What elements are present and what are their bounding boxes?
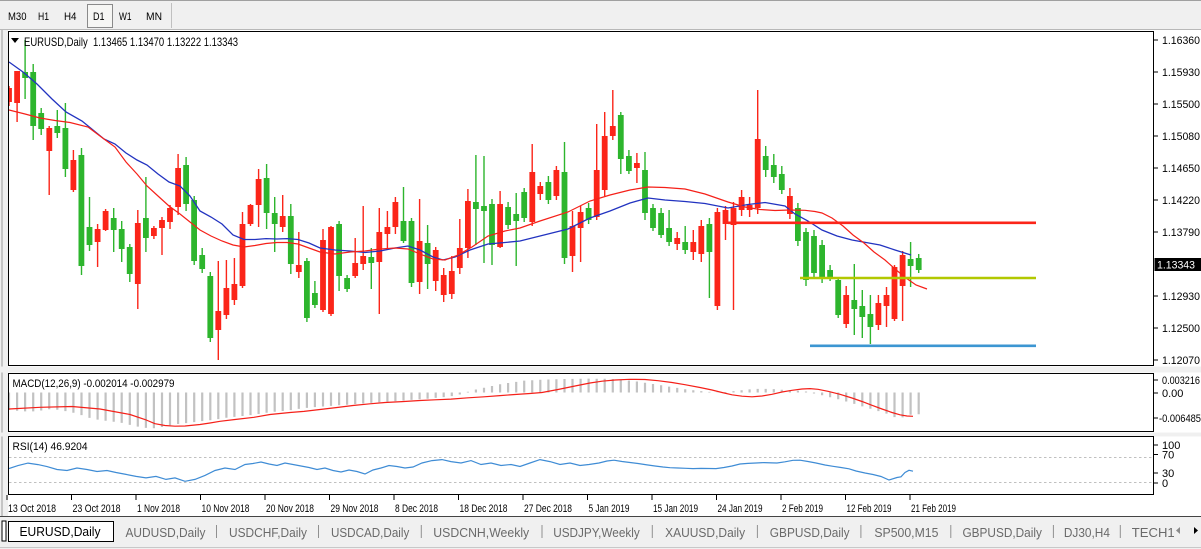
svg-text:D1: D1 — [93, 11, 105, 23]
svg-text:1.16360: 1.16360 — [1162, 35, 1200, 47]
svg-text:20 Nov 2018: 20 Nov 2018 — [266, 503, 314, 515]
svg-text:XAUUSD,Daily: XAUUSD,Daily — [665, 525, 745, 540]
svg-text:SP500,M15: SP500,M15 — [874, 525, 938, 540]
svg-text:RSI(14) 46.9204: RSI(14) 46.9204 — [13, 441, 88, 453]
svg-text:1.14650: 1.14650 — [1162, 163, 1200, 175]
svg-text:18 Dec 2018: 18 Dec 2018 — [460, 503, 508, 515]
svg-text:0: 0 — [1162, 478, 1168, 490]
svg-text:1.12070: 1.12070 — [1162, 355, 1200, 367]
svg-text:MN: MN — [146, 11, 162, 23]
svg-text:MACD(12,26,9) -0.002014 -0.002: MACD(12,26,9) -0.002014 -0.002979 — [13, 378, 175, 390]
svg-text:GBPUSD,Daily: GBPUSD,Daily — [770, 525, 850, 540]
svg-text:30: 30 — [1162, 468, 1174, 480]
svg-text:1.15930: 1.15930 — [1162, 67, 1200, 79]
svg-text:1.12930: 1.12930 — [1162, 291, 1200, 303]
svg-text:70: 70 — [1162, 450, 1174, 462]
svg-text:8 Dec 2018: 8 Dec 2018 — [395, 503, 438, 515]
svg-text:H1: H1 — [38, 11, 49, 23]
svg-text:TECH1: TECH1 — [1132, 525, 1175, 540]
svg-text:EURUSD,Daily 1.13465 1.13470: EURUSD,Daily 1.13465 1.13470 1.13222 1.1… — [24, 35, 238, 49]
svg-text:12 Feb 2019: 12 Feb 2019 — [847, 503, 892, 515]
svg-text:H4: H4 — [64, 11, 77, 23]
svg-text:USDCNH,Weekly: USDCNH,Weekly — [433, 525, 529, 540]
svg-text:1.14220: 1.14220 — [1162, 195, 1200, 207]
svg-text:1.13343: 1.13343 — [1157, 260, 1195, 272]
svg-text:2 Feb 2019: 2 Feb 2019 — [782, 503, 823, 515]
svg-text:23 Oct 2018: 23 Oct 2018 — [73, 503, 121, 515]
svg-text:5 Jan 2019: 5 Jan 2019 — [589, 503, 630, 515]
svg-text:USDCHF,Daily: USDCHF,Daily — [229, 525, 307, 540]
svg-text:GBPUSD,Daily: GBPUSD,Daily — [963, 525, 1043, 540]
svg-text:0.003216: 0.003216 — [1162, 375, 1200, 387]
svg-text:1.15080: 1.15080 — [1162, 131, 1200, 143]
svg-text:27 Dec 2018: 27 Dec 2018 — [524, 503, 572, 515]
svg-text:-0.006485: -0.006485 — [1159, 413, 1201, 425]
svg-text:1.12500: 1.12500 — [1162, 323, 1200, 335]
svg-text:10 Nov 2018: 10 Nov 2018 — [202, 503, 250, 515]
svg-text:100: 100 — [1162, 440, 1180, 452]
svg-text:M30: M30 — [8, 11, 27, 23]
svg-text:USDCAD,Daily: USDCAD,Daily — [331, 525, 410, 540]
svg-text:1.15500: 1.15500 — [1162, 99, 1200, 111]
svg-text:24 Jan 2019: 24 Jan 2019 — [718, 503, 763, 515]
svg-text:EURUSD,Daily: EURUSD,Daily — [20, 524, 101, 539]
svg-text:0.00: 0.00 — [1162, 388, 1183, 400]
svg-text:13 Oct 2018: 13 Oct 2018 — [8, 503, 56, 515]
svg-text:1 Nov 2018: 1 Nov 2018 — [137, 503, 180, 515]
svg-text:21 Feb 2019: 21 Feb 2019 — [911, 503, 956, 515]
svg-text:29 Nov 2018: 29 Nov 2018 — [331, 503, 379, 515]
svg-text:W1: W1 — [119, 11, 132, 23]
svg-text:1.13790: 1.13790 — [1162, 227, 1200, 239]
svg-text:DJ30,H4: DJ30,H4 — [1064, 525, 1110, 540]
svg-text:USDJPY,Weekly: USDJPY,Weekly — [553, 525, 640, 540]
svg-text:15 Jan 2019: 15 Jan 2019 — [653, 503, 698, 515]
svg-text:AUDUSD,Daily: AUDUSD,Daily — [126, 525, 206, 540]
